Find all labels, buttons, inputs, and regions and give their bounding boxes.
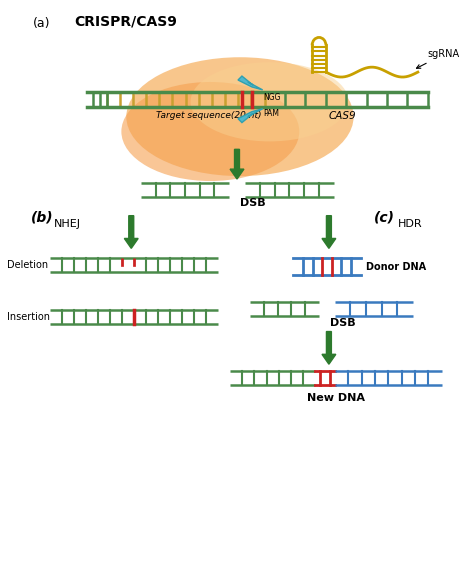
- Text: Target sequence(20 nt): Target sequence(20 nt): [156, 111, 262, 119]
- Text: NGG: NGG: [264, 93, 281, 102]
- Text: DSB: DSB: [330, 318, 356, 328]
- Text: (a): (a): [32, 17, 50, 30]
- Polygon shape: [238, 109, 263, 122]
- FancyArrow shape: [322, 332, 336, 364]
- Text: New DNA: New DNA: [307, 393, 365, 403]
- Polygon shape: [238, 76, 263, 90]
- Text: HDR: HDR: [398, 218, 423, 229]
- Text: Donor DNA: Donor DNA: [366, 262, 427, 271]
- Text: Deletion: Deletion: [7, 260, 48, 270]
- Text: CAS9: CAS9: [329, 111, 356, 121]
- Text: (c): (c): [374, 211, 395, 225]
- Text: (b): (b): [30, 211, 53, 225]
- FancyArrow shape: [230, 149, 244, 179]
- Ellipse shape: [121, 82, 299, 181]
- Text: CRISPR/CAS9: CRISPR/CAS9: [74, 15, 177, 28]
- Ellipse shape: [126, 57, 354, 176]
- Text: Insertion: Insertion: [7, 312, 50, 321]
- FancyArrow shape: [124, 216, 138, 248]
- Ellipse shape: [191, 62, 349, 142]
- Text: DSB: DSB: [240, 198, 265, 208]
- Text: sgRNA: sgRNA: [417, 50, 460, 68]
- Text: NHEJ: NHEJ: [54, 218, 81, 229]
- FancyArrow shape: [322, 216, 336, 248]
- Text: PAM: PAM: [264, 109, 280, 118]
